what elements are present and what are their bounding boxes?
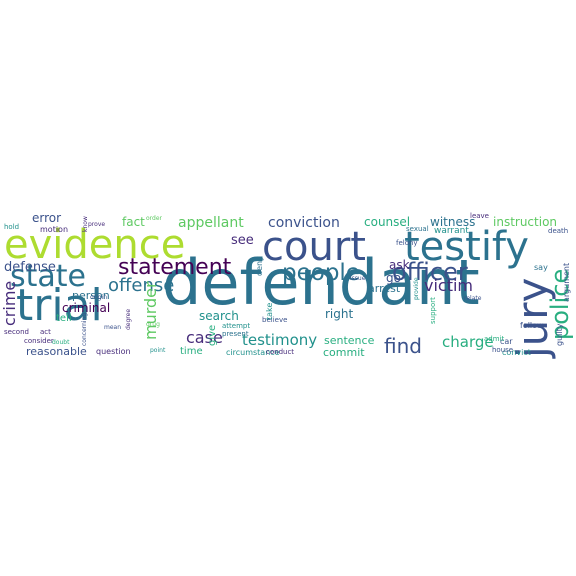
word-motion: motion <box>40 225 69 234</box>
word-witness: witness <box>430 215 476 229</box>
word-give: give <box>207 324 218 346</box>
word-find: find <box>384 334 422 358</box>
word-charge: charge <box>442 333 494 351</box>
word-relate: relate <box>464 295 482 302</box>
word-provide: provide <box>413 277 420 300</box>
word-see: see <box>231 233 254 248</box>
word-take: take <box>265 302 274 320</box>
word-car: car <box>500 337 513 346</box>
word-convict: convict <box>502 348 531 357</box>
word-person: person <box>72 289 110 302</box>
word-court: court <box>262 224 366 270</box>
word-tell: tell <box>56 313 72 324</box>
word-fact: fact <box>122 215 145 229</box>
word-attempt: attempt <box>222 322 251 330</box>
word-search: search <box>199 309 239 323</box>
word-believe: believe <box>262 316 288 324</box>
word-follow: follow <box>520 321 544 330</box>
word-drug: drug <box>146 321 160 328</box>
word-argument: argument <box>562 262 571 302</box>
word-counsel: counsel <box>364 215 411 229</box>
word-evidence: evidence <box>4 222 186 268</box>
word-case: case <box>186 328 223 347</box>
word-commit: commit <box>323 346 365 359</box>
word-ask: ask <box>389 258 410 272</box>
word-testify: testify <box>404 224 529 270</box>
word-conduct: conduct <box>266 348 295 356</box>
word-appellant: appellant <box>178 215 244 231</box>
word-present: present <box>222 330 249 338</box>
word-act: act <box>40 328 51 336</box>
word-deny: deny <box>255 256 264 276</box>
word-second: second <box>4 328 29 336</box>
word-trial: trial <box>16 280 103 331</box>
word-statement: statement <box>118 255 232 280</box>
word-order: order <box>146 215 162 222</box>
word-state: state <box>10 259 86 294</box>
word-question: question <box>96 347 131 356</box>
word-instruction: instruction <box>493 215 558 229</box>
word-leave: leave <box>470 212 489 220</box>
word-mean: mean <box>104 324 122 331</box>
word-felony: felony <box>396 239 418 247</box>
word-officer: officer <box>392 258 468 286</box>
word-concerning: concerning <box>81 312 88 346</box>
word-murder: murder <box>141 281 160 340</box>
word-criminal: criminal <box>62 301 111 315</box>
word-hold: hold <box>4 223 20 231</box>
word-arrest: arrest <box>368 282 401 295</box>
word-defendant: defendant <box>162 246 480 319</box>
word-admit: admit <box>484 335 505 343</box>
word-circumstance: circumstance <box>226 348 280 357</box>
word-issue: issue <box>350 275 366 282</box>
word-guilty: guilty <box>555 323 564 346</box>
word-crime: crime <box>0 280 19 326</box>
word-house: house <box>492 346 514 354</box>
word-point: point <box>150 347 166 354</box>
word-reasonable: reasonable <box>26 345 87 358</box>
word-death: death <box>548 227 569 235</box>
word-degree: degree <box>125 308 132 330</box>
word-offense: offense <box>108 275 175 296</box>
word-warrant: warrant <box>434 226 469 236</box>
word-testimony: testimony <box>242 331 318 349</box>
word-consider: consider <box>24 337 54 345</box>
word-doubt: doubt <box>52 339 70 346</box>
word-go: go <box>386 271 401 285</box>
word-conviction: conviction <box>268 215 340 231</box>
word-say: say <box>534 263 548 272</box>
word-error: error <box>32 211 62 225</box>
word-victim: victim <box>424 276 474 295</box>
word-sentence: sentence <box>324 334 375 347</box>
word-origin: origin <box>90 294 108 301</box>
word-time: time <box>180 346 203 357</box>
word-sexual: sexual <box>406 225 429 233</box>
word-right: right <box>325 307 354 321</box>
word-support: support <box>429 297 437 324</box>
word-prove: prove <box>88 221 106 228</box>
word-people: people <box>282 260 360 286</box>
word-defense: defense <box>4 260 56 275</box>
